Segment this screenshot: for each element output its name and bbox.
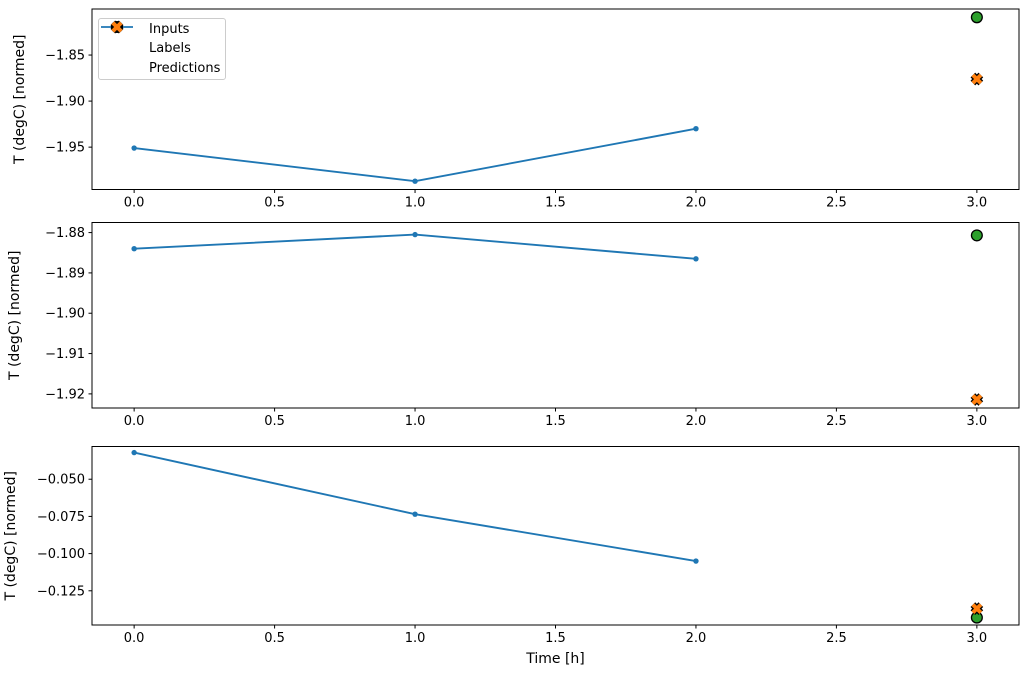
subplot-1: 0.0 0.5 1.0 1.5 2.0 2.5 3.0 −1.85 −1.90 −1.95 T (d… xyxy=(12,8,1020,211)
x-tick-label: 0.0 xyxy=(124,414,145,429)
x-tick-label: 2.0 xyxy=(686,196,707,211)
subplot-2: 0.0 0.5 1.0 1.5 2.0 2.5 3.0 −1.88 −1.89 −1.90 −1.9… xyxy=(7,222,1020,429)
predictions-marker xyxy=(970,72,984,86)
inputs-line xyxy=(134,127,697,183)
x-tick-label: 2.5 xyxy=(826,196,847,211)
inputs-point-marker xyxy=(412,511,418,517)
x-tick-label: 2.5 xyxy=(826,414,847,429)
x-tick-label: 0.5 xyxy=(264,414,285,429)
y-tick-label: −0.075 xyxy=(37,510,85,525)
y-tick-label: −0.100 xyxy=(37,547,85,562)
x-tick-label: 3.0 xyxy=(967,196,988,211)
inputs-point-marker xyxy=(693,558,699,564)
inputs-point-marker xyxy=(693,126,699,132)
x-axis-label: Time [h] xyxy=(525,651,585,667)
inputs-point-marker xyxy=(412,178,418,184)
x-tick-label: 2.5 xyxy=(826,631,847,646)
y-axis-label: T (degC) [normed] xyxy=(3,471,19,602)
x-tick-label: 0.5 xyxy=(264,196,285,211)
labels-marker xyxy=(970,611,983,624)
legend-item-labels: Labels xyxy=(99,20,225,58)
x-tick-label: 0.0 xyxy=(124,196,145,211)
y-tick-label: −1.89 xyxy=(45,266,85,281)
inputs-point-marker xyxy=(693,256,699,262)
y-tick-label: −1.90 xyxy=(45,95,85,110)
predictions-marker xyxy=(970,602,984,615)
x-tick-label: 2.0 xyxy=(686,414,707,429)
inputs-line xyxy=(134,233,697,260)
plot-border xyxy=(91,222,1020,409)
x-tick-label: 1.0 xyxy=(405,631,426,646)
x-tick-label: 1.0 xyxy=(405,196,426,211)
labels-circle-icon xyxy=(106,20,142,57)
y-tick-label: −1.88 xyxy=(45,226,85,241)
y-tick-label: −0.050 xyxy=(37,473,85,488)
y-axis-label: T (degC) [normed] xyxy=(7,250,23,381)
inputs-point-marker xyxy=(131,449,137,456)
x-tick-label: 1.5 xyxy=(545,631,566,646)
inputs-point-marker xyxy=(412,231,418,238)
x-tick-label: 3.0 xyxy=(967,414,988,429)
plot-border xyxy=(91,8,1020,190)
y-tick-label: −1.92 xyxy=(45,387,85,402)
labels-marker xyxy=(970,11,983,24)
x-tick-label: 1.5 xyxy=(545,196,566,211)
subplot-3: 0.0 0.5 1.0 1.5 2.0 2.5 3.0 −0.050 −0.075 −0.100 −… xyxy=(3,446,1020,667)
y-axis-label: T (degC) [normed] xyxy=(12,34,28,165)
y-tick-label: −1.85 xyxy=(45,49,85,64)
labels-marker xyxy=(970,229,983,242)
x-tick-label: 0.0 xyxy=(124,631,145,646)
x-stroke xyxy=(971,73,983,85)
x-tick-label: 0.5 xyxy=(264,631,285,646)
legend-label: Predictions xyxy=(149,60,221,76)
y-tick-label: −1.95 xyxy=(45,141,85,156)
x-tick-label: 3.0 xyxy=(967,631,988,646)
inputs-line xyxy=(133,451,697,562)
y-tick-label: −1.90 xyxy=(45,307,85,322)
x-tick-label: 2.0 xyxy=(686,631,707,646)
legend-label: Inputs xyxy=(149,22,190,38)
x-tick-label: 1.0 xyxy=(405,414,426,429)
y-tick-label: −0.125 xyxy=(37,584,85,599)
legend: Inputs Labels Predi xyxy=(98,18,226,80)
predictions-marker xyxy=(970,393,984,406)
inputs-point-marker xyxy=(131,145,137,151)
y-tick-label: −1.91 xyxy=(45,347,85,362)
legend-item-predictions: Predictions xyxy=(99,20,225,78)
predictions-x-icon xyxy=(106,20,142,76)
x-tick-label: 1.5 xyxy=(545,414,566,429)
x-stroke xyxy=(971,394,983,405)
legend-label: Labels xyxy=(149,41,191,57)
x-stroke xyxy=(971,603,983,615)
inputs-point-marker xyxy=(131,246,137,252)
